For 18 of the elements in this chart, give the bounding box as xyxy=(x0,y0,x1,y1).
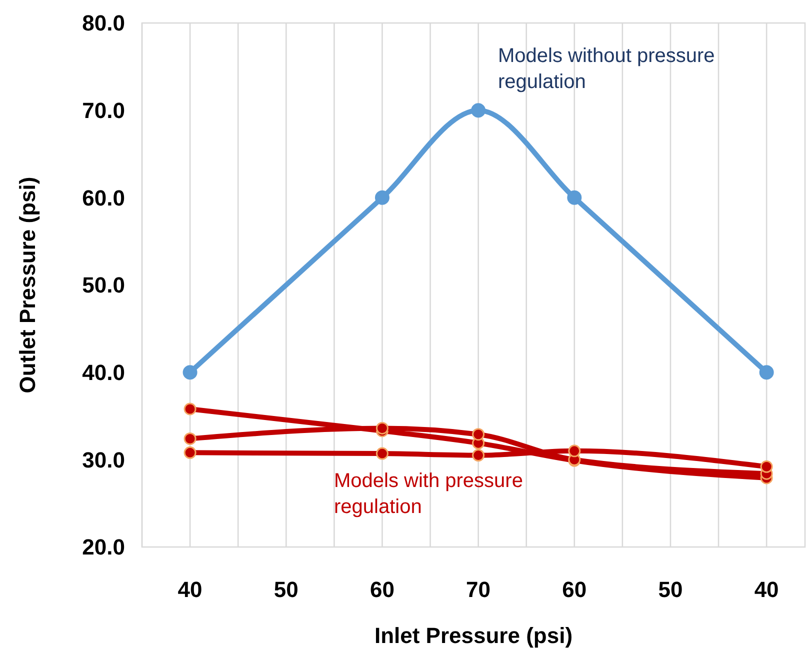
x-tick-label: 40 xyxy=(754,577,779,602)
y-tick-label: 70.0 xyxy=(82,98,125,124)
y-tick-label: 30.0 xyxy=(82,447,125,472)
annotation: Models with pressure regulation xyxy=(334,470,523,518)
y-tick-label: 80.0 xyxy=(82,10,125,36)
x-tick-label: 40 xyxy=(178,577,202,602)
x-tick-label: 50 xyxy=(274,577,298,602)
annotation: Models without pressure regulation xyxy=(498,45,715,93)
x-axis-title: Inlet Pressure (psi) xyxy=(374,623,573,648)
y-axis-title: Outlet Pressure (psi) xyxy=(15,176,40,394)
y-tick-label: 40.0 xyxy=(82,360,125,386)
x-tick-label: 60 xyxy=(562,577,587,602)
x-tick-label: 70 xyxy=(466,577,491,602)
y-tick-label: 50.0 xyxy=(82,272,125,298)
y-tick-label: 60.0 xyxy=(82,185,125,210)
x-tick-label: 60 xyxy=(370,577,394,602)
x-tick-label: 50 xyxy=(658,577,683,602)
y-tick-label: 20.0 xyxy=(82,534,125,560)
